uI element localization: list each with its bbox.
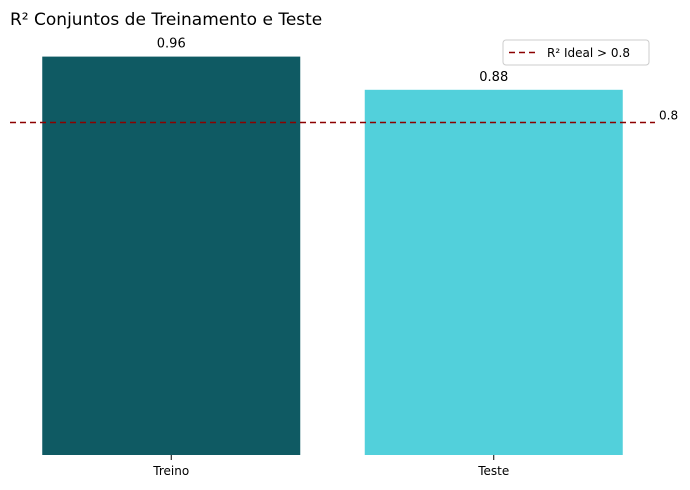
bars-layer [42,56,623,456]
bar-value-label-treino: 0.96 [157,37,186,52]
legend: R² Ideal > 0.8 [502,39,650,66]
legend-entry-label: R² Ideal > 0.8 [547,46,630,60]
chart-title: R² Conjuntos de Treinamento e Teste [10,10,322,30]
legend-frame [502,39,650,66]
reference-line-label: 0.8 [659,109,678,123]
x-ticks-layer: Treino Teste [152,455,509,478]
value-labels-layer: 0.96 0.88 [157,37,508,85]
bar-value-label-teste: 0.88 [479,70,508,85]
bar-teste [364,89,623,456]
bar-treino [42,56,301,455]
x-tick-label-teste: Teste [477,464,509,478]
x-tick-label-treino: Treino [152,464,189,478]
